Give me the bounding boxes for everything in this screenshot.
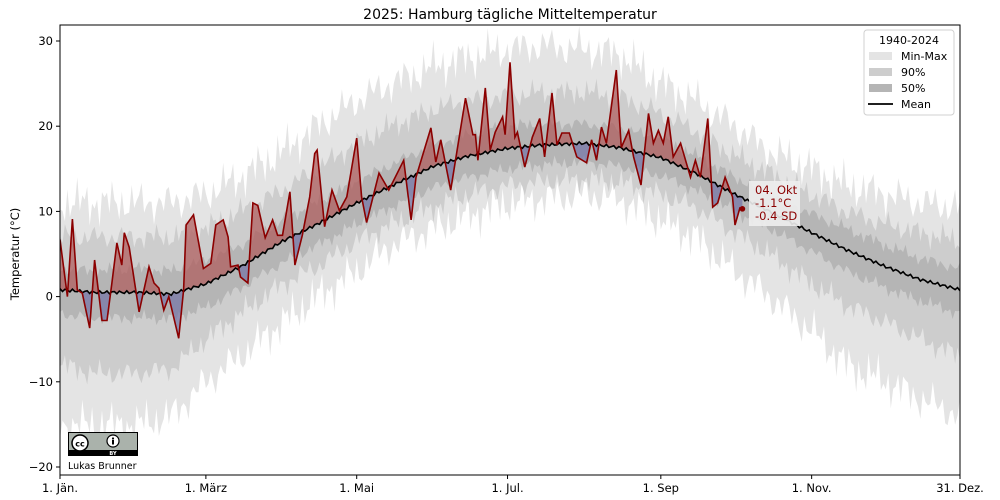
y-tick-label: 0 (46, 290, 53, 304)
band-min-max (60, 25, 960, 451)
legend-label-50: 50% (901, 82, 925, 95)
y-tick-label: 20 (38, 119, 53, 133)
last-point-marker (739, 206, 746, 212)
x-tick-label: 1. Jul. (491, 481, 523, 495)
y-axis: −20 −10 0 10 20 30 (29, 34, 60, 474)
legend-title: 1940-2024 (879, 34, 939, 47)
y-tick-label: 30 (38, 34, 53, 48)
annotation-anomaly: -1.1°C (755, 196, 791, 210)
annotation-date: 04. Okt (755, 183, 798, 197)
x-tick-label: 1. Sep (643, 481, 679, 495)
y-tick-label: −20 (29, 460, 53, 474)
x-tick-label: 1. März (185, 481, 227, 495)
chart-title: 2025: Hamburg tägliche Mitteltemperatur (363, 7, 657, 23)
y-axis-label: Temperatur (°C) (8, 208, 22, 301)
y-tick-label: −10 (29, 375, 53, 389)
x-axis: 1. Jän. 1. März 1. Mai 1. Jul. 1. Sep 1. Nov.… (42, 475, 984, 495)
legend-label-min-max: Min-Max (901, 50, 948, 63)
author-credit: Lukas Brunner (68, 461, 137, 472)
legend: 1940-2024 Min-Max 90% 50% Mean (863, 29, 955, 116)
legend-swatch-min-max (869, 52, 892, 60)
plot-frame (59, 24, 961, 476)
x-tick-label: 1. Jän. (42, 481, 78, 495)
line-2025 (60, 62, 743, 339)
legend-label-90: 90% (901, 66, 925, 79)
y-tick-label: 10 (38, 204, 53, 218)
anomaly-fill-above (60, 62, 743, 296)
legend-label-mean: Mean (901, 98, 931, 111)
annotation-sd: -0.4 SD (755, 209, 797, 223)
svg-text:BY: BY (109, 451, 117, 457)
mean-line (60, 140, 960, 297)
cc-by-license-logo: cc BY (68, 432, 138, 457)
legend-swatch-50 (869, 84, 892, 92)
svg-text:cc: cc (75, 440, 85, 449)
x-tick-label: 1. Nov. (792, 481, 832, 495)
x-tick-label: 31. Dez. (936, 481, 984, 495)
legend-swatch-90 (869, 68, 892, 76)
last-value-annotation: 04. Okt -1.1°C -0.4 SD (749, 181, 800, 226)
x-tick-label: 1. Mai (339, 481, 374, 495)
